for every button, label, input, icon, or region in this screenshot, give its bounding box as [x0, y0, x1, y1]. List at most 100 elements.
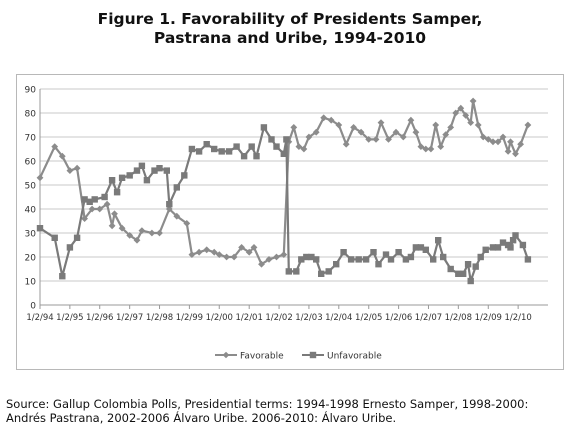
data-point-unfavorable	[519, 241, 527, 249]
data-point-unfavorable	[298, 256, 305, 263]
data-point-unfavorable	[407, 253, 415, 261]
data-point-unfavorable	[163, 167, 170, 174]
data-point-favorable	[223, 253, 230, 261]
data-point-favorable	[417, 143, 425, 150]
data-point-unfavorable	[218, 148, 225, 155]
data-point-favorable	[210, 248, 218, 256]
data-point-favorable	[499, 133, 507, 141]
data-point-favorable	[437, 143, 445, 150]
y-tick-label: 70	[25, 134, 37, 144]
data-point-favorable	[183, 220, 191, 227]
data-point-favorable	[96, 205, 104, 213]
data-point-unfavorable	[422, 246, 429, 253]
source-note: Source: Gallup Colombia Polls, President…	[6, 397, 576, 425]
x-tick-label: 1/2/02	[265, 313, 292, 323]
data-point-unfavorable	[512, 232, 519, 239]
data-point-unfavorable	[51, 234, 58, 241]
data-point-favorable	[474, 121, 482, 129]
x-tick-label: 1/2/96	[86, 313, 113, 323]
data-point-favorable	[173, 212, 181, 220]
data-point-favorable	[327, 116, 335, 124]
x-tick-label: 1/2/94	[26, 313, 53, 323]
data-point-favorable	[138, 227, 146, 234]
x-tick-label: 1/2/95	[56, 313, 83, 323]
data-point-favorable	[230, 253, 238, 261]
y-tick-label: 50	[25, 182, 37, 192]
data-point-unfavorable	[188, 145, 196, 153]
data-point-unfavorable	[430, 256, 437, 263]
data-point-unfavorable	[91, 196, 98, 203]
data-point-favorable	[365, 136, 373, 143]
data-point-favorable	[81, 215, 88, 222]
data-point-favorable	[407, 116, 415, 124]
data-point-unfavorable	[133, 167, 141, 174]
data-point-favorable	[238, 244, 245, 251]
data-point-favorable	[280, 251, 288, 258]
x-tick-label: 1/2/06	[385, 313, 412, 323]
data-point-unfavorable	[151, 167, 158, 174]
data-point-unfavorable	[460, 270, 467, 277]
data-point-unfavorable	[268, 136, 275, 143]
data-point-favorable	[524, 121, 532, 129]
data-point-favorable	[512, 150, 519, 158]
x-tick-label: 1/2/00	[206, 313, 233, 323]
data-point-favorable	[494, 138, 502, 146]
y-tick-label: 60	[25, 158, 37, 168]
legend-label-favorable: Favorable	[240, 352, 284, 362]
x-tick-label: 1/2/01	[236, 313, 263, 323]
chart-frame	[16, 74, 564, 370]
x-tick-label: 1/2/08	[445, 313, 472, 323]
data-point-unfavorable	[325, 268, 332, 275]
data-point-favorable	[469, 97, 477, 105]
data-point-unfavorable	[395, 249, 402, 256]
x-tick-label: 1/2/97	[116, 313, 143, 323]
data-point-unfavorable	[455, 270, 462, 277]
chart-title: Figure 1. Favorability of Presidents Sam…	[0, 10, 580, 48]
data-point-unfavorable	[417, 244, 425, 251]
data-point-favorable	[300, 145, 308, 153]
data-point-favorable	[484, 136, 492, 143]
data-point-unfavorable	[507, 244, 514, 251]
data-point-favorable	[342, 140, 350, 148]
data-point-favorable	[148, 229, 156, 237]
data-point-favorable	[215, 251, 223, 258]
data-point-unfavorable	[81, 196, 88, 203]
data-point-unfavorable	[477, 253, 484, 261]
data-point-favorable	[188, 251, 196, 258]
data-point-unfavorable	[143, 177, 151, 184]
legend-marker-favorable	[222, 351, 230, 359]
data-point-favorable	[432, 121, 440, 129]
data-point-favorable	[295, 143, 303, 150]
data-point-unfavorable	[280, 150, 287, 157]
data-point-favorable	[73, 164, 81, 172]
data-point-unfavorable	[464, 261, 472, 268]
data-point-unfavorable	[113, 189, 121, 196]
data-point-unfavorable	[240, 153, 248, 160]
data-point-favorable	[103, 200, 111, 208]
data-point-favorable	[258, 260, 265, 268]
x-tick-label: 1/2/04	[325, 313, 352, 323]
data-point-unfavorable	[340, 249, 347, 256]
data-point-favorable	[290, 124, 298, 131]
data-point-favorable	[357, 128, 365, 136]
series-line-unfavorable	[39, 126, 529, 283]
data-point-unfavorable	[318, 270, 325, 277]
data-point-unfavorable	[156, 165, 163, 172]
data-point-favorable	[399, 133, 407, 141]
data-point-unfavorable	[273, 143, 280, 150]
data-point-unfavorable	[118, 174, 126, 181]
data-point-unfavorable	[494, 244, 502, 251]
x-tick-label: 1/2/09	[475, 313, 502, 323]
data-point-favorable	[392, 128, 400, 136]
x-tick-label: 1/2/98	[146, 313, 173, 323]
data-point-unfavorable	[435, 237, 442, 244]
data-point-favorable	[36, 174, 44, 182]
data-point-unfavorable	[347, 256, 355, 263]
data-point-unfavorable	[482, 246, 489, 253]
data-point-favorable	[265, 256, 273, 263]
data-point-favorable	[111, 210, 118, 218]
source-line-2: Andrés Pastrana, 2002-2006 Álvaro Uribe.…	[6, 411, 397, 425]
data-point-unfavorable	[166, 201, 173, 208]
data-point-favorable	[133, 236, 141, 244]
data-point-favorable	[88, 205, 96, 213]
